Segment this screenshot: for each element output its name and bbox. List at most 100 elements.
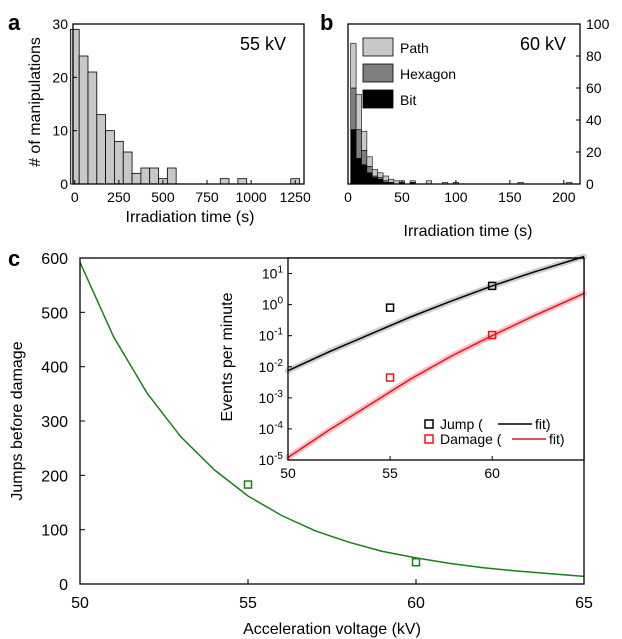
x-tick-label: 100 (444, 189, 468, 205)
histogram-bar (140, 167, 151, 185)
y-tick-label: 101 (262, 265, 284, 282)
y-tick-exponent: -1 (274, 327, 283, 338)
legend-marker-damage (424, 434, 434, 444)
x-tick-label: 0 (71, 189, 79, 205)
y-tick-label: 0 (586, 176, 594, 192)
stacked-bar-bit (377, 178, 384, 185)
inset-points (385, 281, 497, 382)
panel-letter-a: a (8, 10, 21, 35)
stacked-bar-path (377, 172, 384, 178)
stacked-bar-bit (371, 177, 378, 185)
panel-a-xlabel: Irradiation time (s) (126, 209, 255, 226)
stacked-bar-path (388, 178, 395, 183)
y-tick-label: 10-3 (259, 389, 284, 406)
y-tick-label: 10 (52, 123, 68, 139)
x-tick-label: 60 (484, 465, 500, 481)
legend-swatch-hexagon (362, 63, 394, 83)
y-tick-label: 80 (586, 48, 602, 64)
y-tick-label: 100 (262, 296, 284, 313)
panel-letter-b: b (320, 10, 333, 35)
y-tick-label: 10-4 (259, 420, 284, 437)
panel-b: b 0 50 100 150 200 0 20 40 60 80 100 60 kV Path He… (320, 10, 610, 240)
histogram-bar (96, 114, 107, 185)
y-tick-exponent: 0 (277, 296, 283, 307)
x-tick-label: 55 (239, 595, 257, 612)
histogram-bar (69, 28, 80, 185)
y-tick-label: 30 (52, 16, 68, 32)
x-tick-label: 50 (71, 595, 89, 612)
panel-c-points (243, 480, 421, 567)
histogram-bar (87, 71, 98, 185)
fit-curve (79, 261, 585, 578)
data-point (487, 330, 497, 340)
stacked-bar-path (366, 156, 373, 167)
x-tick-label: 250 (107, 189, 131, 205)
x-tick-label: 1250 (280, 189, 311, 205)
legend-suffix-damage: fit) (549, 431, 565, 447)
y-tick-label: 0 (59, 577, 68, 594)
stacked-bar-bit (361, 164, 368, 185)
data-point (243, 480, 253, 489)
y-tick-label: 400 (41, 360, 68, 377)
inset-fit-curves (287, 255, 585, 459)
panel-b-legend: Path Hexagon Bit (362, 37, 456, 109)
histogram-bar (219, 178, 230, 185)
histogram-bar (149, 167, 159, 185)
x-tick-label: 750 (195, 189, 219, 205)
x-tick-label: 150 (498, 189, 522, 205)
panel-b-annotation: 60 kV (520, 34, 566, 54)
stacked-bar-bit (366, 172, 373, 185)
y-tick-label: 500 (41, 305, 68, 322)
panel-a-ticks: 0 250 500 750 1000 1250 0 10 20 30 (52, 16, 311, 205)
y-tick-label: 40 (586, 112, 602, 128)
legend-label-hexagon: Hexagon (400, 66, 456, 82)
panel-a-frame (72, 23, 305, 185)
histogram-bar (166, 167, 177, 185)
legend-label-path: Path (400, 40, 429, 56)
histogram-bar (114, 140, 124, 185)
y-tick-label: 300 (41, 414, 68, 431)
y-tick-label: 60 (586, 80, 602, 96)
stacked-bar-hexagon (350, 87, 357, 130)
panel-a: a 0 250 500 750 1000 1250 0 10 20 30 55 kV Irradi… (8, 10, 311, 226)
legend-label-bit: Bit (400, 92, 416, 108)
stacked-bar-path (409, 180, 416, 183)
stacked-bar-path (371, 169, 378, 177)
histogram-bar (78, 55, 89, 185)
y-tick-label: 600 (41, 251, 68, 268)
x-tick-label: 50 (280, 465, 296, 481)
panel-b-ticks: 0 50 100 150 200 0 20 40 60 80 100 (344, 16, 609, 205)
y-tick-label: 200 (41, 468, 68, 485)
stacked-bar-hexagon (355, 129, 362, 159)
stacked-bar-bit (355, 158, 362, 185)
panel-a-annotation: 55 kV (240, 34, 286, 54)
y-tick-exponent: -3 (274, 389, 283, 400)
histogram-bar (105, 130, 115, 185)
panel-c-ylabel: Jumps before damage (9, 341, 26, 500)
x-tick-label: 55 (382, 465, 398, 481)
x-tick-label: 50 (394, 189, 410, 205)
histogram-bar (122, 151, 133, 185)
inset-frame (287, 257, 585, 461)
x-tick-label: 1000 (236, 189, 267, 205)
stacked-bar-hexagon (366, 166, 373, 174)
y-tick-label: 100 (41, 523, 68, 540)
inset-legend: Jump ( fit) Damage ( fit) (424, 416, 565, 447)
y-tick-label: 0 (60, 176, 68, 192)
legend-marker-jump (424, 419, 434, 429)
y-tick-label: 10-2 (259, 358, 284, 375)
panel-a-ylabel: # of manipulations (27, 37, 44, 167)
legend-swatch-path (362, 37, 394, 57)
data-point (487, 281, 497, 291)
legend-label-jump: Jump ( (440, 416, 483, 432)
y-tick-exponent: 1 (277, 265, 283, 276)
x-tick-label: 0 (344, 189, 352, 205)
fit-curve (287, 255, 585, 372)
legend-suffix-jump: fit) (535, 416, 551, 432)
panel-letter-c: c (8, 246, 20, 271)
panel-b-bars (350, 42, 573, 185)
y-tick-exponent: -2 (274, 358, 283, 369)
